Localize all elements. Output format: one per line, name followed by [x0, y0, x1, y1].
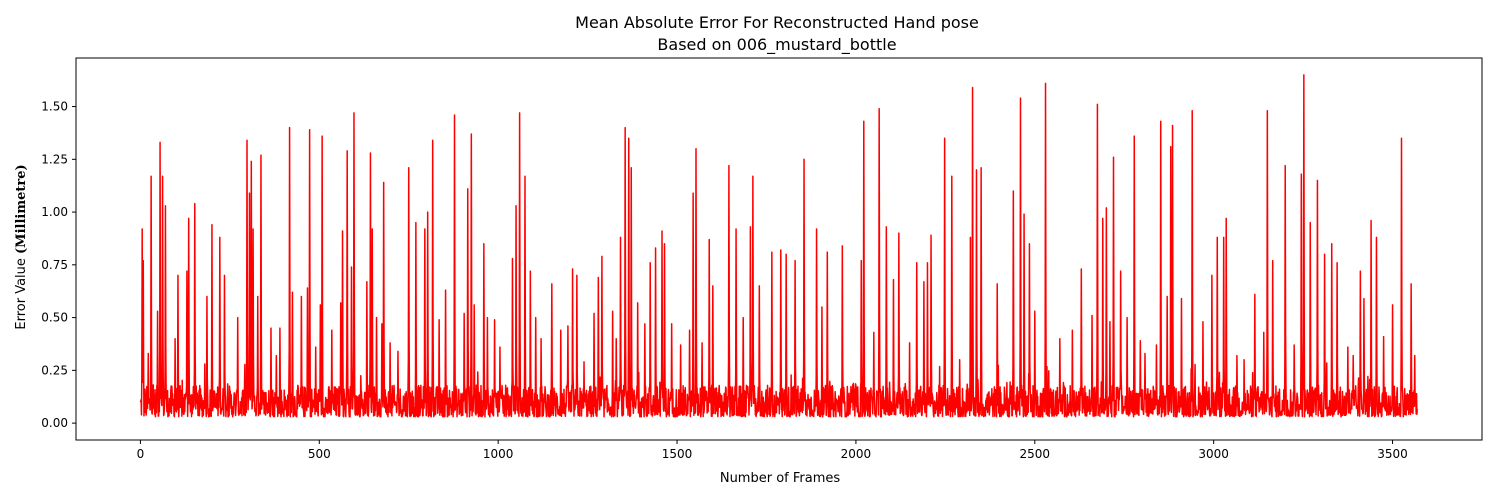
x-tick-label: 500 [308, 447, 331, 461]
y-axis-label-prefix: Error Value [14, 254, 29, 330]
series-line [139, 74, 1418, 418]
x-tick-label: 3500 [1377, 447, 1408, 461]
y-tick-label: 0.75 [41, 258, 68, 272]
x-tick-label: 1500 [662, 447, 693, 461]
plot-frame [75, 57, 1483, 441]
y-tick-label: 0.00 [41, 416, 68, 430]
y-tick-label: 1.50 [41, 100, 68, 114]
y-tick-label: 0.50 [41, 311, 68, 325]
y-tick-label: 0.25 [41, 363, 68, 377]
plot-area: 0 500 1000 1500 2000 2500 3000 3500 0.00 0.25 0.50… [41, 57, 1483, 461]
x-tick-label: 2000 [841, 447, 872, 461]
chart-title: Mean Absolute Error For Reconstructed Ha… [575, 13, 979, 32]
y-axis-label: Error Value (Millimetre) [14, 164, 29, 329]
x-tick-label: 1000 [483, 447, 514, 461]
x-tick-label: 3000 [1198, 447, 1229, 461]
y-tick-label: 1.00 [41, 205, 68, 219]
x-tick-label: 0 [137, 447, 145, 461]
y-tick-label: 1.25 [41, 152, 68, 166]
x-axis-label: Number of Frames [720, 471, 841, 486]
chart-subtitle: Based on 006_mustard_bottle [657, 35, 896, 55]
y-axis-label-unit: (Millimetre) [14, 164, 29, 254]
x-tick-label: 2500 [1020, 447, 1051, 461]
